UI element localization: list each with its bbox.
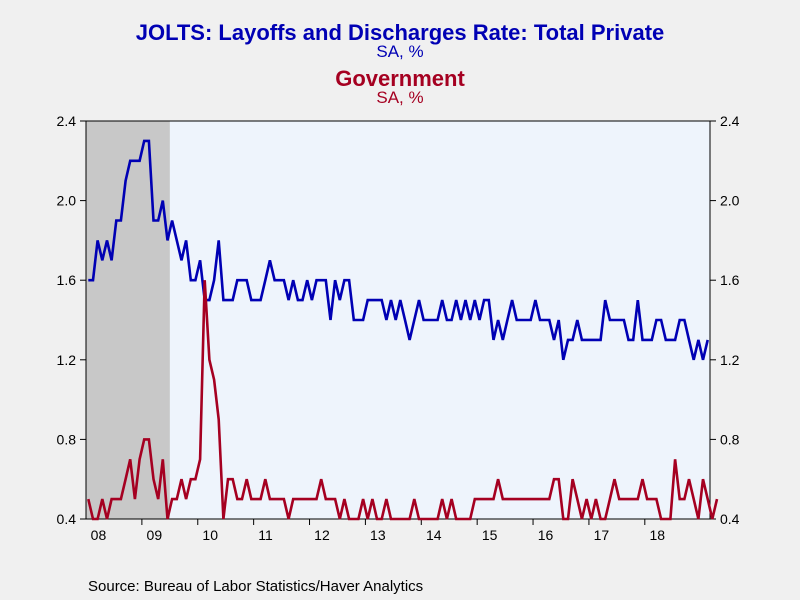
- x-tick-label: 10: [202, 527, 218, 543]
- x-tick-label: 18: [649, 527, 665, 543]
- series-line-total-private: [88, 139, 709, 361]
- y-tick-label-right: 2.4: [720, 113, 740, 129]
- chart-title-2: Government: [335, 66, 465, 91]
- y-tick-label-left: 0.4: [57, 511, 77, 527]
- source-note: Source: Bureau of Labor Statistics/Haver…: [88, 578, 424, 595]
- x-tick-label: 14: [426, 527, 442, 543]
- y-tick-label-left: 1.2: [57, 352, 77, 368]
- chart-title: JOLTS: Layoffs and Discharges Rate: Tota…: [135, 20, 665, 45]
- x-tick-label: 11: [258, 527, 273, 543]
- y-tick-label-left: 2.4: [57, 113, 77, 129]
- y-tick-label-right: 0.8: [720, 431, 740, 447]
- x-tick-label: 17: [594, 527, 610, 543]
- x-tick-label: 08: [91, 527, 107, 543]
- recession-shade: [86, 121, 170, 519]
- chart-subtitle-2: SA, %: [376, 88, 424, 107]
- x-tick-label: 13: [370, 527, 386, 543]
- y-tick-label-right: 1.2: [720, 352, 740, 368]
- y-tick-label-right: 0.4: [720, 511, 740, 527]
- y-tick-label-left: 1.6: [57, 272, 77, 288]
- y-tick-label-right: 1.6: [720, 272, 740, 288]
- series-line-government: [87, 280, 719, 521]
- plot-area: [86, 121, 710, 519]
- x-tick-label: 15: [482, 527, 498, 543]
- x-tick-label: 16: [538, 527, 554, 543]
- x-tick-label: 09: [147, 527, 163, 543]
- y-tick-label-left: 2.0: [57, 193, 77, 209]
- x-tick-label: 12: [314, 527, 330, 543]
- y-tick-label-right: 2.0: [720, 193, 740, 209]
- y-tick-label-left: 0.8: [57, 431, 77, 447]
- chart-subtitle: SA, %: [376, 42, 424, 61]
